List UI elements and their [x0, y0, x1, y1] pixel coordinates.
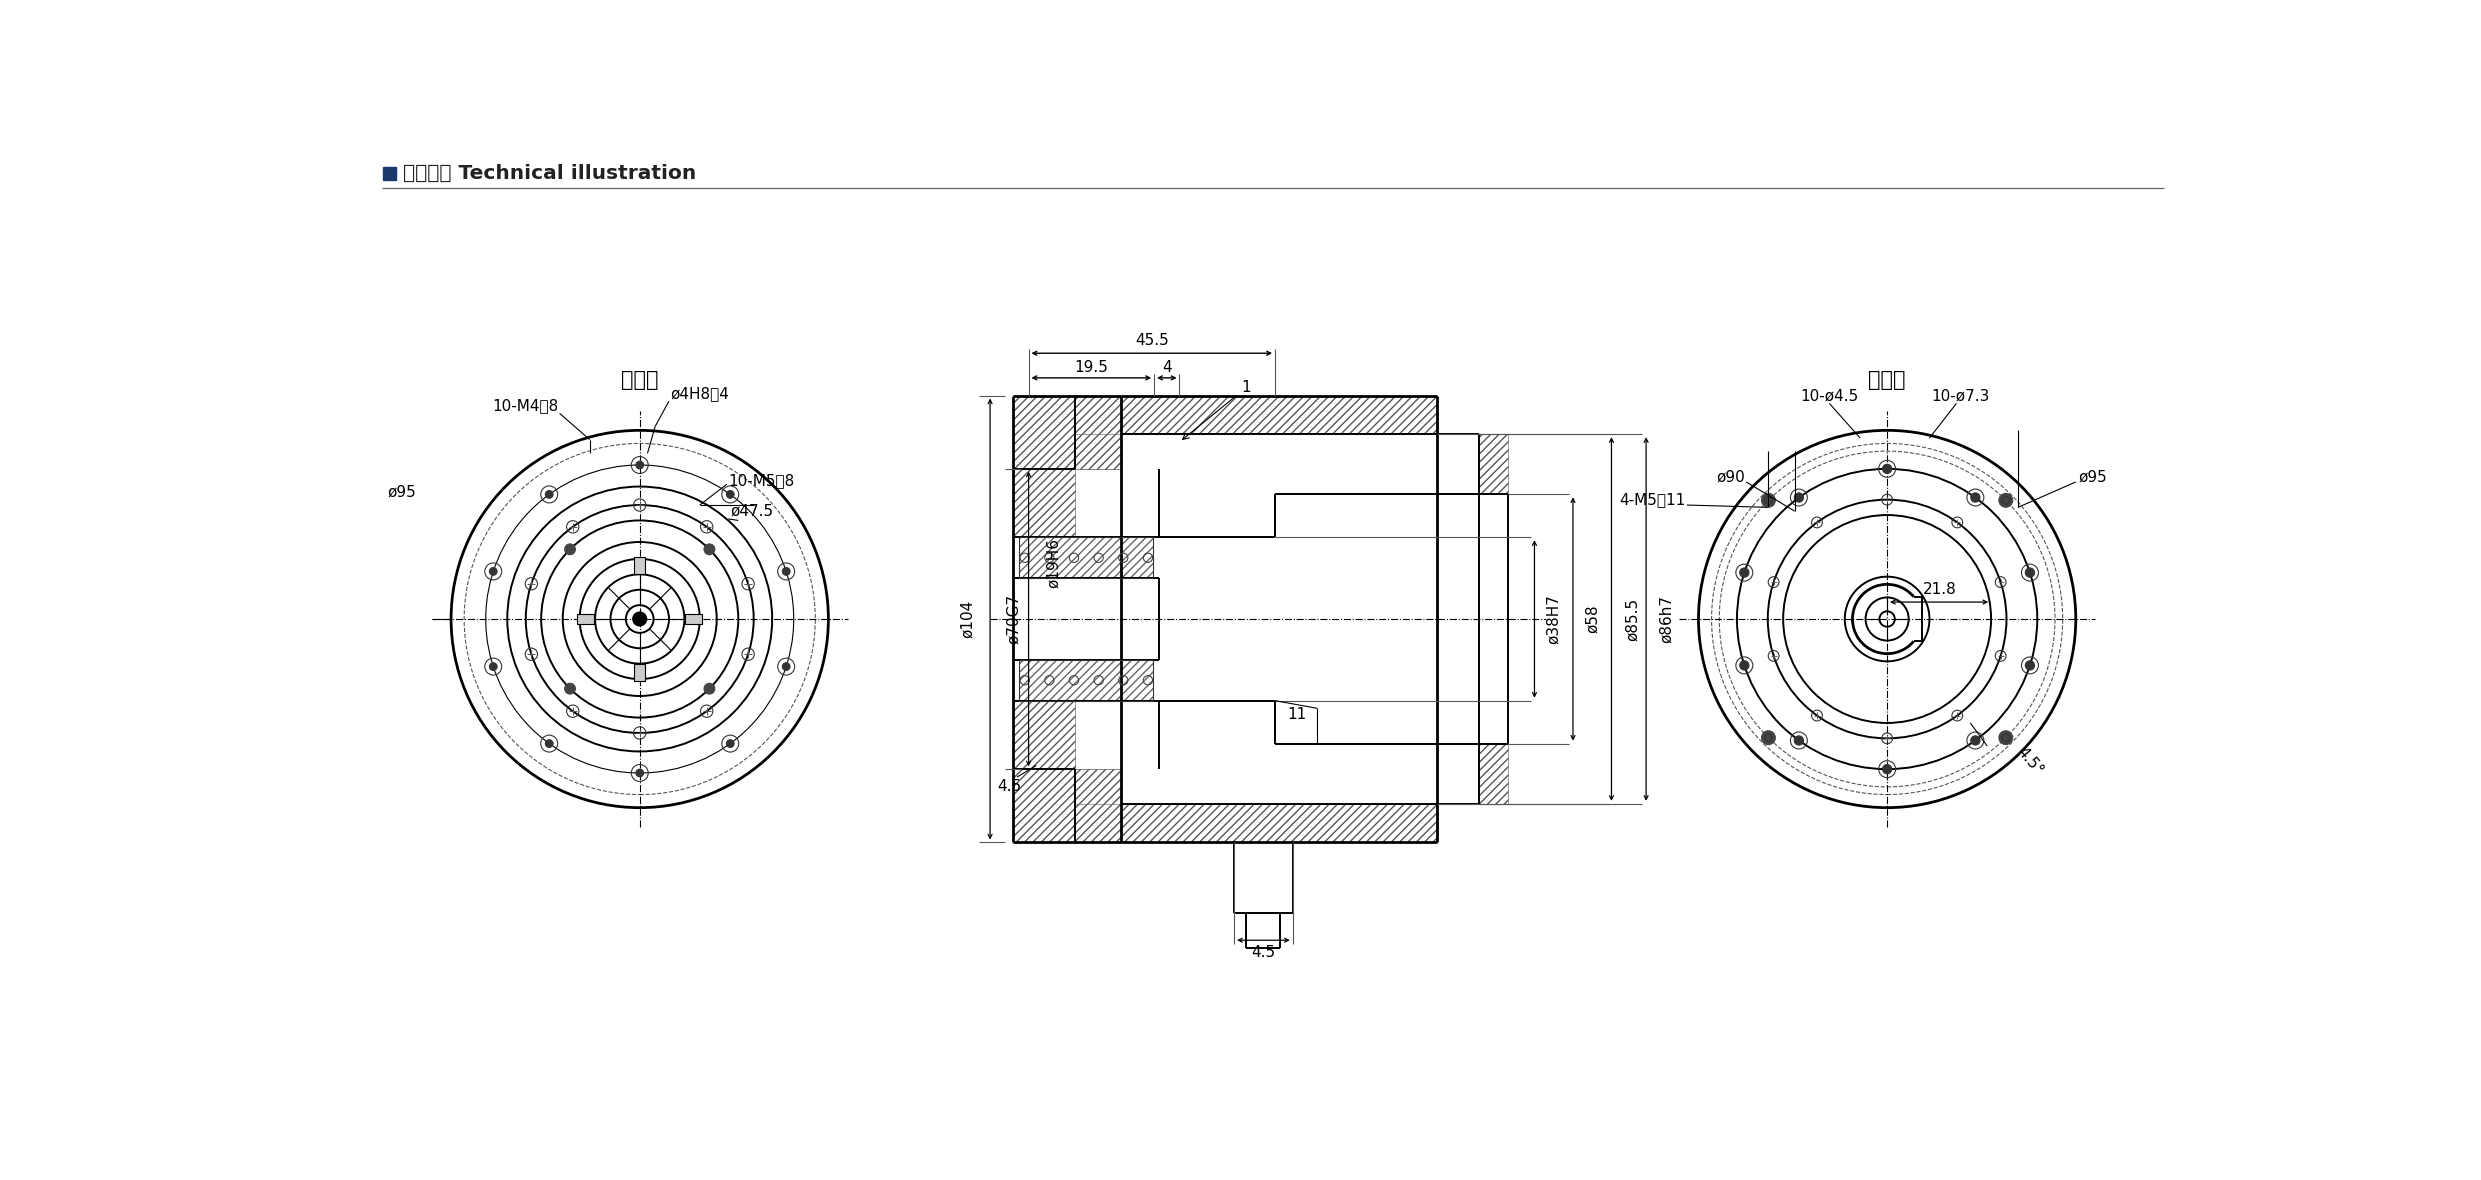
- Text: ø95: ø95: [387, 485, 417, 499]
- Circle shape: [1762, 493, 1776, 507]
- Text: 19.5: 19.5: [1074, 360, 1109, 374]
- Bar: [1012, 468, 1074, 537]
- Circle shape: [1739, 661, 1749, 670]
- Circle shape: [635, 461, 643, 468]
- Text: ø4H8深4: ø4H8深4: [670, 386, 729, 401]
- Circle shape: [2024, 568, 2034, 577]
- Circle shape: [2000, 493, 2012, 507]
- Bar: [1121, 804, 1436, 843]
- Circle shape: [727, 491, 734, 498]
- Text: ø104: ø104: [960, 599, 975, 638]
- Circle shape: [1883, 464, 1891, 473]
- Circle shape: [1762, 730, 1776, 745]
- Text: 10-ø4.5: 10-ø4.5: [1801, 388, 1858, 404]
- Text: 输出端: 输出端: [620, 371, 657, 391]
- Text: 1: 1: [1183, 380, 1250, 439]
- Bar: [1074, 769, 1121, 804]
- Circle shape: [2000, 730, 2012, 745]
- Circle shape: [782, 568, 789, 576]
- Circle shape: [2024, 661, 2034, 670]
- Text: 4.5: 4.5: [1250, 945, 1275, 961]
- Bar: [1012, 769, 1121, 843]
- Bar: [385, 168, 397, 181]
- Bar: [1479, 743, 1508, 804]
- Circle shape: [1970, 493, 1980, 503]
- Text: 21.8: 21.8: [1923, 582, 1958, 597]
- Text: ø86h7: ø86h7: [1660, 595, 1675, 643]
- Circle shape: [489, 568, 496, 576]
- Text: 4.5°: 4.5°: [2015, 745, 2047, 779]
- Text: 4.5: 4.5: [997, 779, 1022, 794]
- Circle shape: [705, 544, 715, 555]
- Bar: [635, 664, 645, 681]
- Circle shape: [546, 740, 553, 747]
- Text: ø90: ø90: [1717, 468, 1744, 484]
- Bar: [1020, 537, 1154, 578]
- Text: 10-M5深8: 10-M5深8: [729, 473, 794, 487]
- Text: 11: 11: [1288, 707, 1305, 722]
- Circle shape: [635, 769, 643, 776]
- Circle shape: [1794, 736, 1804, 745]
- Circle shape: [1883, 765, 1891, 774]
- Text: 技术插图 Technical illustration: 技术插图 Technical illustration: [402, 164, 695, 183]
- Text: 4-M5深11: 4-M5深11: [1620, 492, 1685, 507]
- Circle shape: [705, 683, 715, 694]
- Circle shape: [546, 491, 553, 498]
- Bar: [1012, 701, 1074, 769]
- Text: 10-ø7.3: 10-ø7.3: [1930, 388, 1990, 404]
- Circle shape: [1739, 568, 1749, 577]
- Circle shape: [1970, 736, 1980, 745]
- Bar: [1020, 660, 1154, 701]
- Text: ø38H7: ø38H7: [1546, 594, 1561, 644]
- Bar: [578, 614, 595, 624]
- Circle shape: [566, 683, 576, 694]
- Text: ø58: ø58: [1585, 604, 1600, 634]
- Bar: [1074, 434, 1121, 468]
- Bar: [1479, 434, 1508, 494]
- Text: 输入端: 输入端: [1868, 371, 1905, 391]
- Circle shape: [489, 663, 496, 670]
- Text: 4: 4: [1161, 360, 1171, 374]
- Bar: [635, 557, 645, 573]
- Bar: [685, 614, 702, 624]
- Circle shape: [633, 612, 645, 625]
- Bar: [1121, 395, 1436, 434]
- Text: ø19H6: ø19H6: [1047, 538, 1062, 588]
- Text: ø70G7: ø70G7: [1005, 594, 1020, 644]
- Circle shape: [1794, 493, 1804, 503]
- Text: ø85.5: ø85.5: [1625, 597, 1640, 641]
- Circle shape: [782, 663, 789, 670]
- Circle shape: [566, 544, 576, 555]
- Text: ø95: ø95: [2079, 468, 2106, 484]
- Text: 45.5: 45.5: [1134, 334, 1169, 348]
- Bar: [1012, 395, 1121, 468]
- Circle shape: [727, 740, 734, 747]
- Text: ø47.5: ø47.5: [729, 504, 774, 519]
- Text: 10-M4深8: 10-M4深8: [494, 398, 558, 413]
